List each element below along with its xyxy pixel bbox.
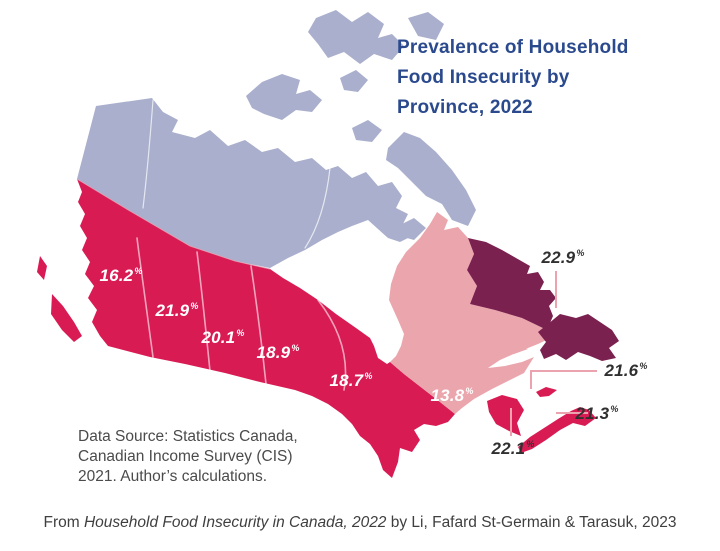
province-border-lines [136, 237, 347, 391]
region-territories [77, 98, 412, 268]
region-quebec [389, 212, 553, 414]
data-source-line-3: 2021. Author’s calculations. [78, 468, 267, 485]
chart-title-line-1: Prevalence of Household [397, 37, 629, 58]
chart-title-line-2: Food Insecurity by [397, 67, 570, 88]
percent-sign: % [236, 328, 245, 339]
caption-prefix: From [43, 514, 84, 531]
chart-title-line-3: Province, 2022 [397, 97, 533, 118]
data-source-line-1: Data Source: Statistics Canada, [78, 428, 298, 445]
percent-sign: % [291, 343, 300, 354]
chart-title: Prevalence of Household Food Insecurity … [397, 33, 697, 123]
region-bc-islands [37, 256, 82, 342]
sixtieth-parallel-line [76, 178, 271, 270]
value-label-quebec: 13.8% [430, 386, 474, 405]
value-label-newfoundland: 22.9% [541, 248, 585, 267]
percent-sign: % [526, 439, 535, 450]
value-label-ontario: 18.7% [329, 371, 373, 390]
attribution-caption: From Household Food Insecurity in Canada… [0, 514, 720, 532]
percent-sign: % [364, 371, 373, 382]
territory-border-lines [142, 99, 331, 249]
region-prince-edward-island [536, 387, 557, 397]
region-labrador [467, 238, 556, 330]
caption-report-title: Household Food Insecurity in Canada, 202… [83, 514, 387, 531]
data-source-note: Data Source: Statistics Canada, Canadian… [78, 427, 358, 487]
value-label-new-brunswick: 22.1% [491, 439, 535, 458]
percent-sign: % [610, 404, 619, 415]
value-label-alberta: 21.9% [155, 301, 199, 320]
region-newfoundland-island [538, 314, 619, 361]
value-label-manitoba: 18.9% [256, 343, 300, 362]
percent-sign: % [134, 266, 143, 277]
value-label-pei: 21.6% [604, 361, 648, 380]
value-label-british-columbia: 16.2% [99, 266, 143, 285]
region-arctic-islands [246, 10, 476, 240]
percent-sign: % [639, 361, 648, 372]
percent-sign: % [576, 248, 585, 259]
percent-sign: % [190, 301, 199, 312]
leader-line-pei [530, 370, 597, 389]
region-western-provinces-ontario [77, 179, 455, 478]
region-anticosti-island [500, 346, 528, 354]
region-new-brunswick [487, 395, 524, 436]
value-label-nova-scotia: 21.3% [575, 404, 619, 423]
percent-sign: % [465, 386, 474, 397]
region-nova-scotia [518, 407, 596, 453]
data-source-line-2: Canadian Income Survey (CIS) [78, 448, 293, 465]
value-label-saskatchewan: 20.1% [201, 328, 245, 347]
caption-suffix: by Li, Fafard St-Germain & Tarasuk, 2023 [386, 514, 677, 531]
